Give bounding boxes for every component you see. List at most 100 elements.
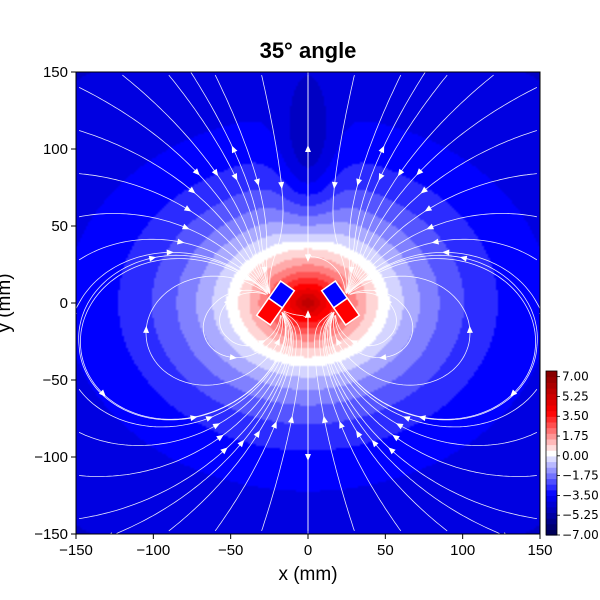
streamline-arrow [182, 223, 190, 230]
streamline-arrow [244, 274, 253, 282]
streamline-arrow [356, 430, 363, 438]
colorbar-tick-label: −5.25 [562, 508, 599, 522]
streamline-arrow [348, 266, 355, 274]
streamline-arrow [363, 274, 372, 282]
streamline-arrow [274, 338, 280, 346]
x-tick-label: −50 [218, 542, 243, 559]
colorbar-segment [546, 472, 557, 480]
colorbar-segment [546, 450, 557, 457]
streamline-arrow [416, 168, 424, 176]
streamline-arrow [378, 173, 385, 181]
colorbar-segment [546, 455, 557, 463]
streamline [536, 302, 540, 310]
streamline [114, 530, 123, 534]
streamline-arrow [431, 238, 439, 245]
streamline-arrow [231, 145, 238, 154]
streamline-arrow [231, 173, 238, 181]
streamline-arrow [237, 439, 245, 448]
y-tick-label: 150 [43, 64, 68, 81]
colorbar-segment [546, 438, 557, 446]
magnets [255, 280, 361, 326]
streamline-arrow [271, 421, 277, 429]
y-tick-label: −100 [34, 449, 68, 466]
colorbar-segment [546, 410, 557, 417]
colorbar-segment [546, 421, 557, 429]
x-tick-label: 100 [450, 542, 475, 559]
streamline-arrow [392, 434, 400, 442]
magnet-south-pole [332, 297, 361, 326]
colorbar-segment [546, 371, 557, 378]
streamline-arrow [397, 168, 405, 177]
magnet-2 [320, 280, 361, 326]
streamline-arrow [278, 181, 285, 189]
streamline-arrow [395, 423, 404, 430]
colorbar-segment [546, 518, 557, 525]
colorbar-tick-label: −7.00 [562, 528, 599, 542]
streamline-arrow [229, 354, 237, 361]
colorbar-tick-label: 3.50 [562, 409, 589, 423]
streamlines [76, 72, 540, 534]
magnet-1 [255, 280, 296, 326]
colorbar: 7.00 5.25 3.50 1.75 0.00 −1.75 −3.50 −5.25 −7.00 [545, 370, 599, 542]
streamline-arrow [379, 354, 387, 361]
streamline-arrow [424, 205, 433, 212]
streamline-arrow [212, 423, 221, 430]
x-tick-label: 50 [377, 542, 394, 559]
colorbar-segment [546, 495, 557, 502]
streamline-arrow [223, 299, 231, 307]
colorbar-segment [546, 489, 557, 497]
streamline-arrow [339, 421, 345, 429]
streamline-arrow [192, 168, 200, 176]
streamline-arrow [177, 238, 185, 245]
streamline-arrow [143, 325, 150, 333]
colorbar-segment [546, 399, 557, 406]
y-tick-label: −150 [34, 526, 68, 543]
x-tick-label: −150 [59, 542, 93, 559]
streamline-arrow [420, 186, 428, 194]
streamline-arrow [305, 145, 311, 152]
streamline-arrow [305, 254, 311, 262]
streamline-arrow [188, 186, 196, 194]
streamline-arrow [253, 178, 260, 186]
y-axis: −150 −100 −50 0 50 100 150 [34, 64, 76, 543]
streamline-arrow [336, 338, 342, 346]
colorbar-segment [546, 467, 557, 474]
colorbar-segment [546, 506, 557, 513]
streamline-arrow [442, 249, 450, 256]
streamline-arrow [510, 389, 518, 397]
streamline-arrow [205, 416, 214, 422]
y-tick-label: 0 [60, 295, 68, 312]
streamline-arrow [331, 181, 338, 189]
x-tick-label: −100 [136, 542, 170, 559]
colorbar-tick-label: 5.25 [562, 389, 589, 403]
streamline-arrow [378, 145, 385, 154]
colorbar-segment [546, 382, 557, 389]
plot-area [75, 71, 541, 535]
y-tick-label: −50 [43, 372, 68, 389]
x-axis: −150 −100 −50 0 50 100 150 [59, 534, 553, 559]
colorbar-tick-label: 7.00 [562, 370, 589, 384]
streamline-arrow [253, 430, 260, 438]
streamline-arrow [305, 310, 311, 318]
colorbar-segment [546, 529, 557, 536]
colorbar-tick-label: −1.75 [562, 469, 599, 483]
colorbar-segment [546, 404, 557, 412]
streamline-arrow [350, 340, 358, 346]
x-tick-label: 0 [304, 542, 312, 559]
streamline-arrow [402, 416, 411, 422]
streamline-arrow [466, 325, 473, 333]
streamline-arrow [258, 340, 266, 346]
streamline-arrow [148, 255, 157, 262]
colorbar-segment [546, 501, 557, 508]
streamline-arrow [288, 415, 294, 424]
streamline-arrow [388, 447, 396, 455]
colorbar-segment [546, 387, 557, 395]
y-tick-label: 100 [43, 141, 68, 158]
chart-title: 35° angle [260, 38, 357, 63]
streamline-arrow [261, 266, 268, 274]
streamline-arrow [322, 415, 328, 424]
colorbar-tick-label: −3.50 [562, 488, 599, 502]
colorbar-segment [546, 427, 557, 434]
streamline-arrow [166, 249, 174, 256]
colorbar-segment [546, 512, 557, 519]
